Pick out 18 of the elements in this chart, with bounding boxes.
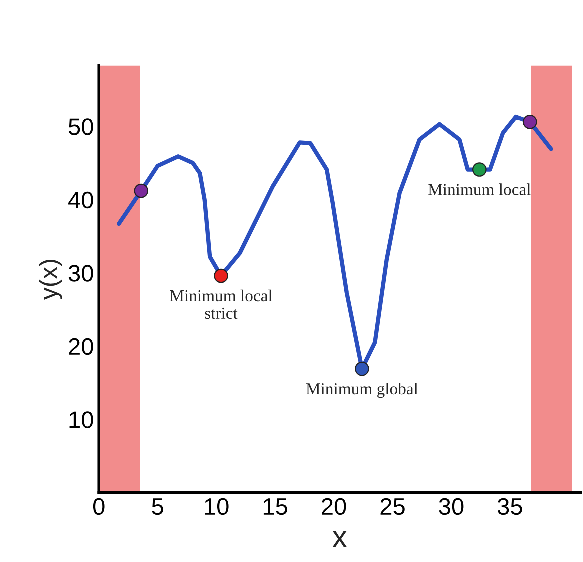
x-tick-label: 30 — [439, 498, 464, 516]
y-tick-label: 40 — [68, 192, 94, 209]
x-tick-label: 20 — [322, 498, 346, 516]
x-tick-label: 25 — [380, 498, 405, 516]
y-tick-label: 20 — [69, 338, 94, 356]
x-tick-label: 35 — [498, 498, 522, 516]
x-tick-label: 0 — [93, 498, 105, 516]
y-axis-title: y(x) — [39, 260, 62, 300]
x-tick-label: 15 — [264, 498, 288, 516]
x-axis-title: x — [332, 531, 348, 548]
x-tick-label: 5 — [152, 498, 164, 516]
annotation: Minimum global — [306, 382, 418, 398]
y-tick-label: 50 — [68, 118, 94, 136]
annotation: Minimum local — [428, 184, 531, 196]
y-tick-label: 10 — [70, 412, 94, 428]
annotation: Minimum local strict — [170, 290, 273, 320]
y-tick-label: 30 — [68, 265, 94, 282]
x-tick-label: 10 — [205, 498, 229, 516]
